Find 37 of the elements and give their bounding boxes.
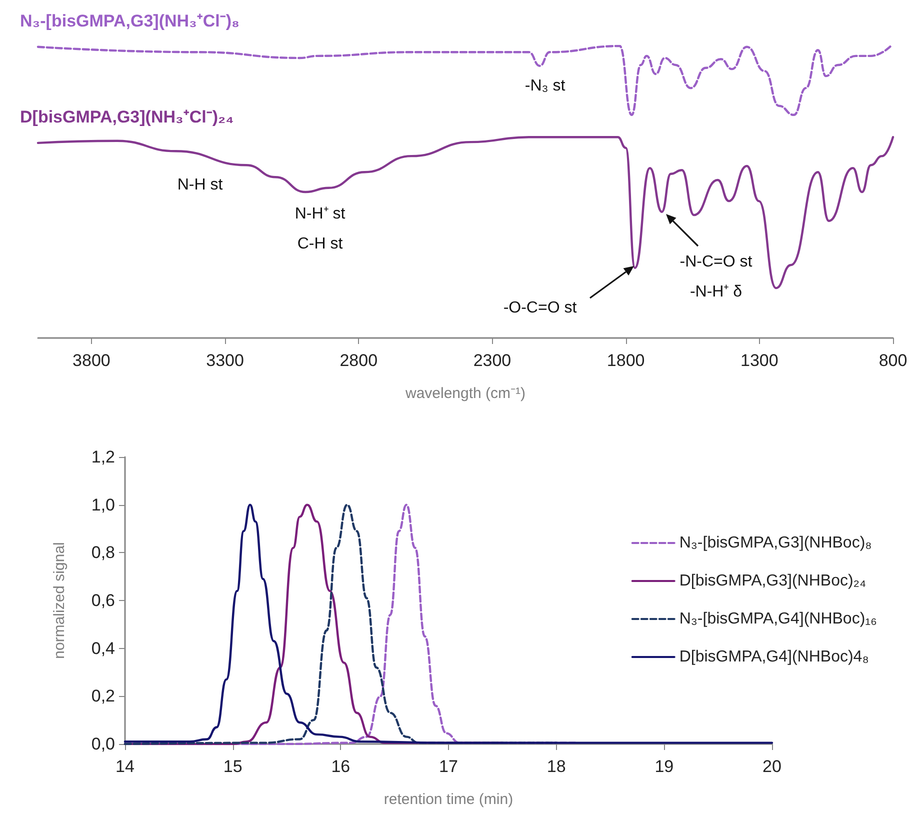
legend-label: N₃-[bisGMPA,G4](NHBoc)₁₆ xyxy=(679,610,878,628)
y-axis-title: normalized signal xyxy=(51,542,68,659)
legend-label: N₃-[bisGMPA,G3](NHBoc)₈ xyxy=(679,534,872,552)
x-axis-title: retention time (min) xyxy=(384,791,514,808)
x-tick-label: 16 xyxy=(331,757,350,776)
x-tick-label: 15 xyxy=(223,757,242,776)
legend-label: D[bisGMPA,G3](NHBoc)₂₄ xyxy=(679,572,866,590)
y-tick-label: 1,2 xyxy=(91,448,115,466)
x-tick-label: 1800 xyxy=(606,351,645,370)
x-tick-label: 3300 xyxy=(206,351,244,370)
legend-label: D[bisGMPA,G4](NHBoc)4₈ xyxy=(679,648,869,666)
annotation: N-H⁺ st xyxy=(294,206,346,222)
x-tick-label: 2300 xyxy=(473,351,512,370)
y-tick-label: 0,6 xyxy=(91,591,115,610)
x-tick-label: 18 xyxy=(546,757,566,776)
x-axis-title: wavelength (cm⁻¹) xyxy=(404,385,526,402)
y-tick-label: 0,2 xyxy=(91,686,115,706)
x-tick-label: 20 xyxy=(762,757,782,776)
annotation: -N₃ st xyxy=(524,78,566,94)
y-tick-label: 0,8 xyxy=(91,543,115,562)
x-tick-label: 17 xyxy=(439,757,458,776)
y-tick-label: 0,0 xyxy=(91,734,115,754)
x-tick-label: 3800 xyxy=(72,351,110,370)
annotation: C-H st xyxy=(297,236,344,252)
y-tick-label: 1,0 xyxy=(91,495,115,514)
series-label: N₃-[bisGMPA,G3](NH₃⁺Cl⁻)₈ xyxy=(20,11,240,30)
x-tick-label: 14 xyxy=(116,757,134,776)
x-tick-label: 1300 xyxy=(740,351,778,370)
annotation: -O-C=O st xyxy=(503,300,578,316)
series-label: D[bisGMPA,G3](NH₃⁺Cl⁻)₂₄ xyxy=(20,107,234,126)
annotation: -N-H⁺ δ xyxy=(690,284,742,300)
annotation: -N-C=O st xyxy=(680,254,753,270)
y-tick-label: 0,4 xyxy=(91,638,115,658)
x-tick-label: 19 xyxy=(654,757,674,776)
x-tick-label: 2800 xyxy=(340,351,378,370)
x-tick-label: 800 xyxy=(878,351,908,370)
annotation: N-H st xyxy=(177,176,224,194)
